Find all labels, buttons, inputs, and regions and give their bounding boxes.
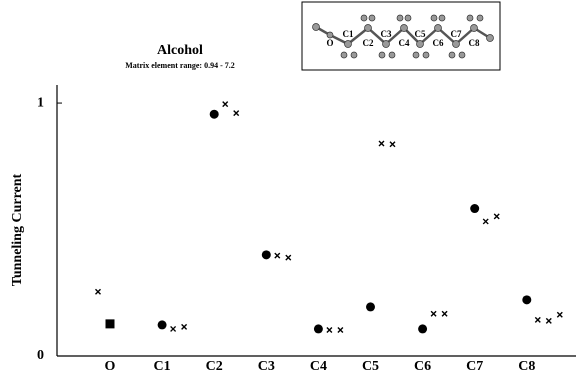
point [557,312,562,317]
point [390,142,395,147]
x-tick-label: C6 [414,359,431,374]
point [182,324,187,329]
point [275,253,280,258]
point [210,110,219,119]
point [535,317,540,322]
y-tick-label: 1 [37,95,44,110]
point [106,319,115,328]
point [262,250,271,259]
inset-label: C8 [469,38,480,48]
x-tick-label: C2 [206,359,223,374]
inset-label: C2 [363,38,374,48]
point [431,311,436,316]
point [338,327,343,332]
point [327,327,332,332]
chart-subtitle: Matrix element range: 0.94 - 7.2 [125,61,235,70]
x-tick-label: C8 [518,359,535,374]
point [234,111,239,116]
y-axis-label: Tunneling Current [10,173,25,286]
point [366,302,375,311]
inset-label: C3 [381,29,392,39]
x-tick-label: C4 [310,359,327,374]
inset-molecule [302,2,500,70]
point [223,102,228,107]
inset-label: C1 [343,29,354,39]
inset-label: C5 [415,29,426,39]
inset-label: O [326,38,333,48]
point [483,219,488,224]
point [314,324,323,333]
y-tick-label: 0 [37,348,44,363]
point [96,289,101,294]
point [442,311,447,316]
point [171,326,176,331]
x-tick-label: C7 [466,359,483,374]
chart: Alcohol Matrix element range: 0.94 - 7.2… [0,0,579,374]
point [470,204,479,213]
point [379,141,384,146]
inset-label: C7 [451,29,462,39]
point [418,324,427,333]
inset-label: C4 [399,38,410,48]
point [546,318,551,323]
point [158,320,167,329]
point [522,295,531,304]
point [494,214,499,219]
x-tick-label: C1 [154,359,171,374]
x-tick-label: C5 [362,359,379,374]
point [286,255,291,260]
x-tick-label: O [105,359,116,374]
inset-label: C6 [433,38,444,48]
chart-title: Alcohol [157,43,203,58]
x-tick-label: C3 [258,359,275,374]
